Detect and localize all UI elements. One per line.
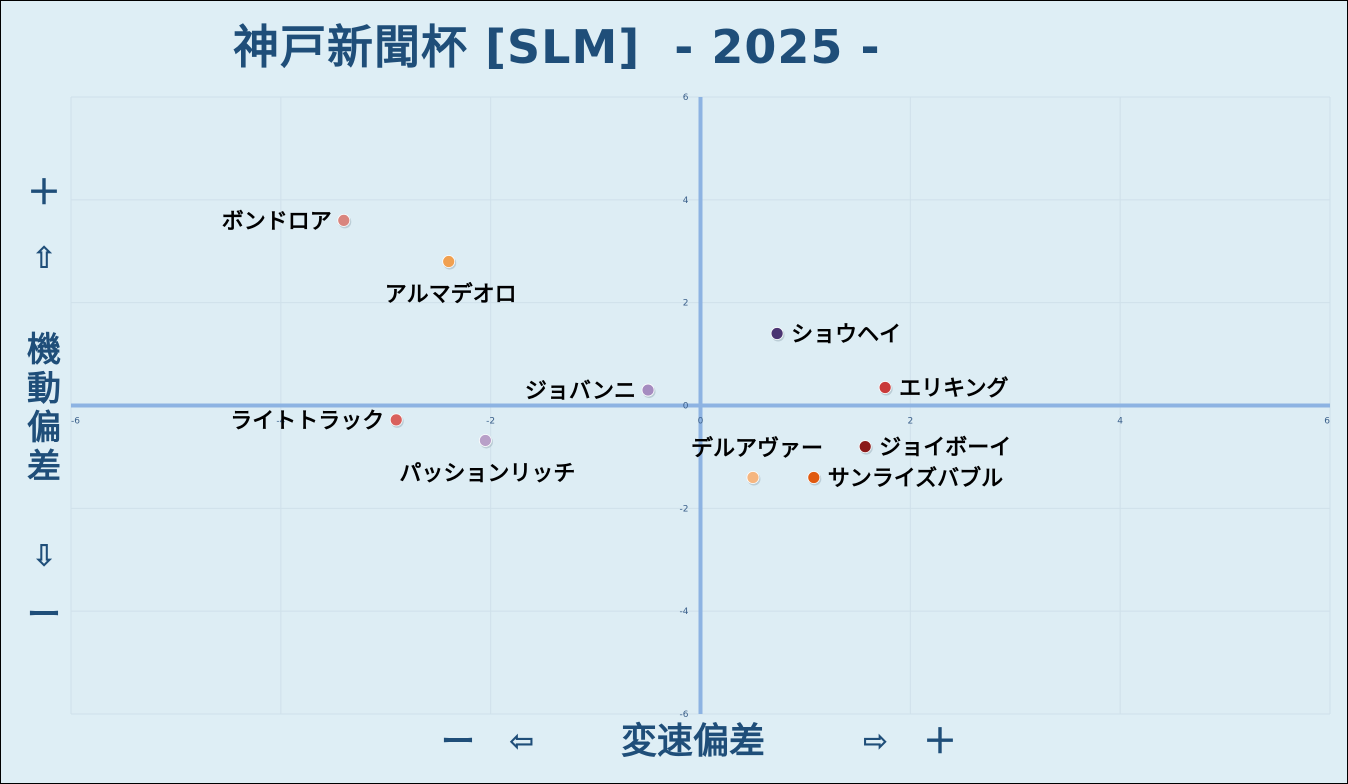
x-tick-label: -6 xyxy=(71,417,80,427)
point-label: ショウヘイ xyxy=(791,323,901,348)
data-point xyxy=(389,413,403,427)
x-tick-label: -2 xyxy=(486,417,495,427)
data-point xyxy=(746,471,760,484)
x-tick-label: 4 xyxy=(1117,417,1123,427)
data-point xyxy=(337,213,351,227)
x-axis-plus: ＋ xyxy=(923,722,957,762)
data-point xyxy=(770,327,784,340)
point-label: ジョイボーイ xyxy=(879,436,1011,461)
data-point xyxy=(641,383,655,397)
y-axis-label-char: 機 xyxy=(27,330,61,370)
x-axis-right-arrow: ⇨ xyxy=(863,724,889,759)
point-label: エリキング xyxy=(899,376,1008,402)
x-axis-label: 変速偏差 xyxy=(621,721,766,762)
y-axis-down-arrow: ⇩ xyxy=(31,539,57,574)
x-tick-label: 6 xyxy=(1324,417,1330,427)
x-tick-label: -4 xyxy=(276,417,285,427)
y-axis-plus: ＋ xyxy=(27,173,61,213)
data-points xyxy=(337,213,893,486)
point-label: パッションリッチ xyxy=(399,461,575,486)
x-axis-minus: ー xyxy=(441,722,475,762)
point-label: ボンドロア xyxy=(222,209,332,234)
x-axis-left-arrow: ⇦ xyxy=(509,724,535,759)
data-point xyxy=(858,440,872,454)
y-axis-minus: ー xyxy=(27,595,61,635)
y-axis-label-char: 差 xyxy=(27,447,61,487)
data-point xyxy=(807,471,821,484)
y-tick-label: -2 xyxy=(680,504,689,514)
y-tick-label: -4 xyxy=(680,607,689,617)
y-axis-label-char: 偏 xyxy=(27,408,61,448)
y-tick-label: 0 xyxy=(683,402,689,412)
y-tick-label: 6 xyxy=(683,93,689,103)
y-axis-label: 機 動 偏 差 xyxy=(17,331,71,487)
tick-labels: -6 -4 -2 0 2 4 6 -6 -4 -2 2 4 6 0 xyxy=(71,93,1330,720)
y-tick-label: 4 xyxy=(683,196,689,206)
y-tick-label: 2 xyxy=(683,299,689,309)
y-axis-up-arrow: ⇧ xyxy=(31,241,57,276)
point-label: サンライズバブル xyxy=(828,465,1003,491)
y-tick-label: -6 xyxy=(680,710,689,720)
point-label: ライトトラック xyxy=(230,409,384,434)
y-axis-label-char: 動 xyxy=(27,369,61,409)
data-point xyxy=(878,381,892,394)
point-label: デルアヴァー xyxy=(691,435,823,461)
x-tick-label: 2 xyxy=(907,417,913,427)
chart-title: 神戸新聞杯 [SLM] - 2025 - xyxy=(233,20,881,74)
data-point xyxy=(442,255,456,268)
point-label: アルマデオロ xyxy=(385,282,517,308)
data-point xyxy=(479,434,492,447)
x-tick-label: 0 xyxy=(698,417,704,427)
axes xyxy=(71,97,1330,714)
point-label: ジョバンニ xyxy=(525,379,636,404)
